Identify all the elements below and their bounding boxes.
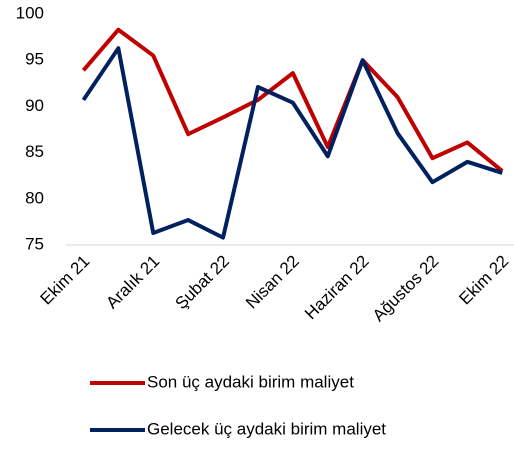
x-tick-label: Nisan 22 [242,252,303,313]
y-tick-label: 75 [25,234,44,253]
x-tick-label: Ağustos 22 [369,252,443,326]
x-tick-label: Ekim 22 [455,252,512,309]
y-tick-label: 80 [25,188,44,207]
x-tick-label: Haziran 22 [301,252,373,324]
x-tick-label: Ekim 21 [37,252,94,309]
line-series [81,46,503,240]
legend-label: Gelecek üç aydaki birim maliyet [147,419,386,438]
y-tick-label: 90 [25,96,44,115]
x-tick-label: Şubat 22 [171,252,233,314]
y-tick-label: 95 [25,50,44,69]
y-tick-label: 85 [25,142,44,161]
legend-label: Son üç aydaki birim maliyet [147,372,354,391]
y-tick-label: 100 [16,3,44,22]
line-series [81,27,504,173]
x-tick-label: Aralık 21 [102,252,163,313]
